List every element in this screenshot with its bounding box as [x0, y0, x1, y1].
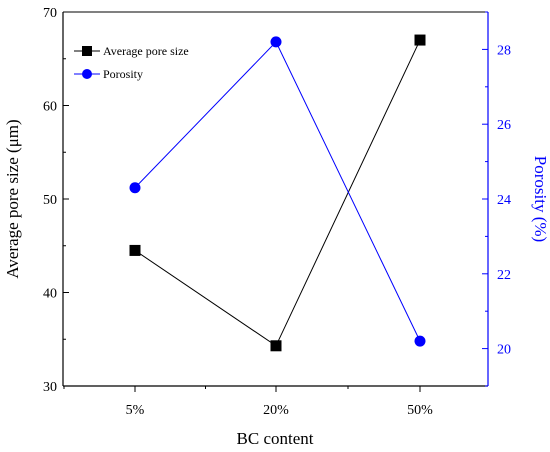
- left-y-tick-label: 60: [43, 100, 57, 115]
- left-y-tick-label: 30: [43, 380, 57, 395]
- data-point-average-pore-size: [270, 340, 282, 352]
- left-y-tick-label: 50: [43, 193, 57, 208]
- right-y-axis-title: Porosity (%): [531, 156, 550, 242]
- left-y-tick-label: 70: [43, 6, 57, 21]
- x-tick-label: 20%: [263, 403, 289, 418]
- data-point-average-pore-size: [414, 34, 426, 46]
- x-tick-label: 5%: [126, 403, 145, 418]
- right-y-tick-label: 28: [497, 43, 511, 58]
- legend-label-porosity: Porosity: [103, 67, 143, 81]
- series-line-porosity: [134, 41, 421, 342]
- series-layer: [129, 34, 426, 352]
- data-point-porosity: [270, 36, 282, 48]
- right-y-tick-label: 20: [497, 343, 511, 358]
- x-axis-title: BC content: [237, 429, 314, 448]
- x-tick-label: 50%: [407, 403, 433, 418]
- x-axis-ticks: 5% 20% 50%: [63, 386, 433, 418]
- left-y-axis-title: Average pore size (μm): [3, 119, 22, 278]
- data-point-average-pore-size: [129, 244, 141, 256]
- legend: Average pore size Porosity: [74, 44, 189, 81]
- legend-label-average-pore-size: Average pore size: [103, 44, 189, 58]
- right-y-tick-label: 24: [497, 193, 511, 208]
- right-y-axis-ticks: 20 22 24 26 28: [482, 11, 511, 387]
- series-line-average-pore-size: [134, 39, 421, 347]
- data-point-porosity: [129, 182, 141, 194]
- legend-marker-circle: [82, 69, 92, 79]
- data-point-porosity: [414, 335, 426, 347]
- legend-marker-square: [82, 46, 92, 56]
- left-y-tick-label: 40: [43, 287, 57, 302]
- left-y-axis-ticks: 30 40 50 60 70: [43, 6, 69, 395]
- right-y-tick-label: 22: [497, 268, 511, 283]
- right-y-tick-label: 26: [497, 118, 511, 133]
